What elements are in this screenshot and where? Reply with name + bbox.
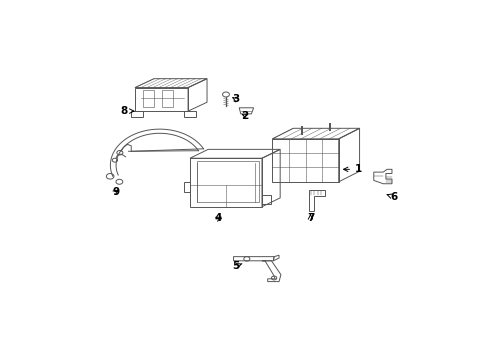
Text: 6: 6 bbox=[386, 192, 397, 202]
Text: 4: 4 bbox=[214, 213, 222, 224]
Text: 5: 5 bbox=[231, 261, 242, 271]
Text: 3: 3 bbox=[231, 94, 239, 104]
Text: 7: 7 bbox=[306, 213, 313, 223]
Text: 8: 8 bbox=[120, 106, 134, 116]
Text: 1: 1 bbox=[343, 164, 362, 174]
Text: 9: 9 bbox=[112, 186, 120, 197]
Text: 2: 2 bbox=[241, 111, 248, 121]
